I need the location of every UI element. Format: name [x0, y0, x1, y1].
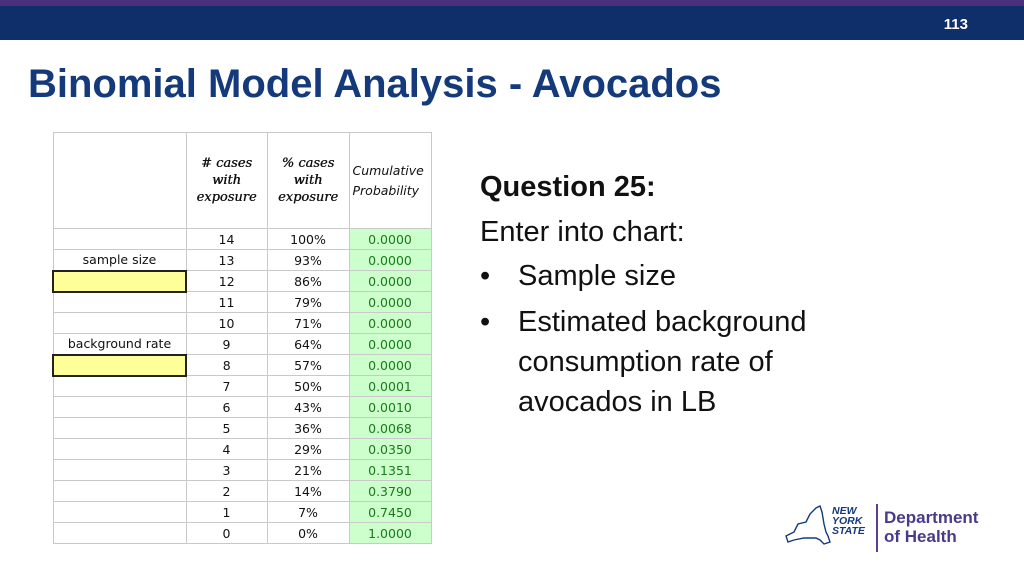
table-row: 14 100% 0.0000 — [52, 228, 432, 250]
table-row: sample size 13 93% 0.0000 — [52, 249, 432, 271]
bullet-marker: • — [480, 306, 491, 338]
pct-cell: 0% — [266, 522, 350, 544]
blank-cell — [52, 480, 187, 502]
table-row: 10 71% 0.0000 — [52, 312, 432, 334]
table-row: background rate 9 64% 0.0000 — [52, 333, 432, 355]
probability-cell: 0.3790 — [348, 480, 432, 502]
slide-number: 113 — [943, 16, 968, 33]
cases-cell: 5 — [185, 417, 268, 439]
question-title: Question 25: — [480, 171, 656, 203]
pct-cell: 7% — [266, 501, 350, 523]
cases-cell: 1 — [185, 501, 268, 523]
new-york-state-map-icon — [785, 505, 831, 545]
bullet-marker: • — [480, 260, 491, 292]
top-banner: 113 — [0, 0, 1024, 40]
pct-cell: 14% — [266, 480, 350, 502]
pct-cell: 36% — [266, 417, 350, 439]
cases-cell: 14 — [185, 228, 268, 250]
cases-cell: 3 — [185, 459, 268, 481]
header-cases: # cases with exposure — [185, 132, 268, 229]
probability-cell: 0.0000 — [348, 270, 432, 292]
probability-cell: 0.0000 — [348, 228, 432, 250]
table-row: 7 50% 0.0001 — [52, 375, 432, 397]
cases-cell: 7 — [185, 375, 268, 397]
blank-cell — [52, 417, 187, 439]
department-of-health-wordmark: Department of Health — [884, 508, 979, 546]
question-panel: Question 25: Enter into chart: • Sample … — [480, 168, 900, 428]
table-row: 2 14% 0.3790 — [52, 480, 432, 502]
pct-cell: 43% — [266, 396, 350, 418]
probability-cell: 0.0000 — [348, 249, 432, 271]
pct-cell: 86% — [266, 270, 350, 292]
table-row: 1 7% 0.7450 — [52, 501, 432, 523]
pct-cell: 100% — [266, 228, 350, 250]
table-row: 11 79% 0.0000 — [52, 291, 432, 313]
table-row: 4 29% 0.0350 — [52, 438, 432, 460]
cases-cell: 0 — [185, 522, 268, 544]
new-york-state-wordmark: NEW YORK STATE — [832, 505, 865, 537]
probability-cell: 0.0350 — [348, 438, 432, 460]
header-pct: % cases with exposure — [266, 132, 350, 229]
pct-cell: 57% — [266, 354, 350, 376]
blank-cell — [52, 228, 187, 250]
cases-cell: 11 — [185, 291, 268, 313]
probability-cell: 0.0010 — [348, 396, 432, 418]
binomial-table: # cases with exposure % cases with exposure … — [52, 132, 432, 544]
bullet-background-rate: • Estimated background consumption rate … — [480, 302, 900, 422]
pct-cell: 21% — [266, 459, 350, 481]
blank-cell — [52, 438, 187, 460]
cases-cell: 4 — [185, 438, 268, 460]
question-intro: Enter into chart: — [480, 216, 685, 248]
background-rate-label: background rate — [52, 333, 187, 355]
probability-cell: 0.0000 — [348, 333, 432, 355]
logo-divider — [876, 504, 878, 552]
table-row: 5 36% 0.0068 — [52, 417, 432, 439]
table-row: 12 86% 0.0000 — [52, 269, 432, 293]
top-accent-stripe — [0, 0, 1024, 6]
pct-cell: 29% — [266, 438, 350, 460]
probability-cell: 0.0000 — [348, 291, 432, 313]
sample-size-input-cell[interactable] — [52, 269, 187, 293]
probability-cell: 0.7450 — [348, 501, 432, 523]
cases-cell: 8 — [185, 354, 268, 376]
probability-cell: 1.0000 — [348, 522, 432, 544]
header-cumulative: Cumulative Probability — [348, 132, 432, 229]
sample-size-label: sample size — [52, 249, 187, 271]
table-row: 3 21% 0.1351 — [52, 459, 432, 481]
blank-cell — [52, 459, 187, 481]
blank-cell — [52, 375, 187, 397]
blank-cell — [52, 501, 187, 523]
pct-cell: 50% — [266, 375, 350, 397]
pct-cell: 93% — [266, 249, 350, 271]
cases-cell: 9 — [185, 333, 268, 355]
slide-title: Binomial Model Analysis - Avocados — [28, 62, 722, 106]
question-bullets: • Sample size • Estimated background con… — [480, 256, 900, 422]
table-row: 8 57% 0.0000 — [52, 353, 432, 377]
blank-cell — [52, 396, 187, 418]
probability-cell: 0.0000 — [348, 354, 432, 376]
pct-cell: 64% — [266, 333, 350, 355]
cases-cell: 6 — [185, 396, 268, 418]
cases-cell: 2 — [185, 480, 268, 502]
probability-cell: 0.0001 — [348, 375, 432, 397]
bullet-sample-size: • Sample size — [480, 256, 900, 296]
cases-cell: 10 — [185, 312, 268, 334]
blank-cell — [52, 291, 187, 313]
pct-cell: 71% — [266, 312, 350, 334]
pct-cell: 79% — [266, 291, 350, 313]
probability-cell: 0.0068 — [348, 417, 432, 439]
cases-cell: 13 — [185, 249, 268, 271]
background-rate-input-cell[interactable] — [52, 353, 187, 377]
blank-cell — [52, 522, 187, 544]
probability-cell: 0.0000 — [348, 312, 432, 334]
cases-cell: 12 — [185, 270, 268, 292]
header-blank-cell — [52, 132, 187, 229]
table-row: 0 0% 1.0000 — [52, 522, 432, 544]
blank-cell — [52, 312, 187, 334]
nys-doh-logo: NEW YORK STATE Department of Health — [784, 502, 994, 552]
probability-cell: 0.1351 — [348, 459, 432, 481]
table-row: 6 43% 0.0010 — [52, 396, 432, 418]
